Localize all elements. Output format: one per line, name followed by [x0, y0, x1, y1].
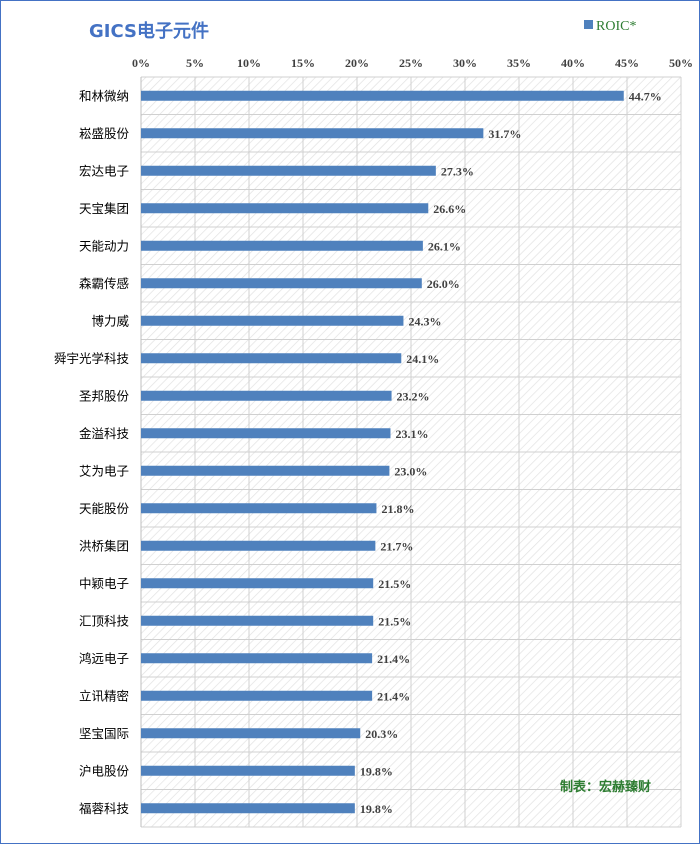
category-label: 博力威 — [91, 313, 129, 328]
data-label: 20.3% — [365, 727, 398, 741]
category-label: 天宝集团 — [79, 201, 129, 216]
bar — [141, 503, 377, 514]
data-label: 26.0% — [427, 277, 460, 291]
credit-annotation: 制表：宏赫臻财 — [560, 779, 651, 795]
x-tick-label: 40% — [561, 56, 585, 70]
data-label: 24.3% — [408, 314, 441, 328]
bar — [141, 615, 374, 626]
category-label: 宏达电子 — [79, 163, 129, 178]
bar — [141, 578, 374, 589]
bar — [141, 465, 390, 476]
data-label: 21.7% — [380, 539, 413, 553]
bar — [141, 690, 373, 701]
category-label: 圣邦股份 — [79, 388, 130, 403]
legend-label: ROIC* — [596, 19, 636, 34]
category-label: 汇顶科技 — [79, 613, 130, 628]
bar — [141, 540, 376, 551]
data-label: 21.5% — [378, 577, 411, 591]
x-tick-label: 45% — [615, 56, 639, 70]
x-tick-label: 20% — [345, 56, 369, 70]
category-label: 坚宝国际 — [79, 726, 129, 741]
category-label: 天能股份 — [79, 501, 130, 516]
category-label: 舜宇光学科技 — [54, 351, 130, 366]
category-label: 鸿远电子 — [79, 651, 129, 666]
chart-title: GICS电子元件 — [89, 20, 209, 42]
bar — [141, 315, 404, 326]
x-tick-label: 5% — [186, 56, 204, 70]
data-label: 26.1% — [428, 239, 461, 253]
x-tick-label: 0% — [132, 56, 150, 70]
data-label: 19.8% — [360, 802, 393, 816]
category-label: 中颖电子 — [79, 576, 129, 591]
bar — [141, 803, 355, 814]
category-label: 沪电股份 — [79, 763, 130, 778]
data-label: 31.7% — [488, 127, 521, 141]
bar — [141, 278, 422, 289]
x-tick-label: 10% — [237, 56, 261, 70]
bar — [141, 428, 391, 439]
data-label: 44.7% — [629, 89, 662, 103]
data-label: 23.1% — [395, 427, 428, 441]
legend: ROIC* — [584, 19, 636, 34]
bar — [141, 165, 436, 176]
x-tick-label: 50% — [669, 56, 693, 70]
bar — [141, 765, 355, 776]
category-label: 崧盛股份 — [79, 126, 130, 141]
grid-lines — [140, 76, 682, 828]
data-label: 23.2% — [397, 389, 430, 403]
x-axis-ticks: 0% 5% 10% 15% 20% 25% 30% 35% 40% 45% 50% — [132, 56, 693, 70]
bars — [141, 90, 624, 814]
bar — [141, 353, 402, 364]
data-labels: 44.7% 31.7% 27.3% 26.6% 26.1% 26.0% 24.3% 24.1%… — [360, 89, 662, 816]
x-tick-label: 25% — [399, 56, 423, 70]
bar — [141, 653, 373, 664]
bar — [141, 90, 624, 101]
bar — [141, 728, 361, 739]
bar — [141, 128, 484, 139]
data-label: 19.8% — [360, 764, 393, 778]
category-label: 森霸传感 — [79, 276, 129, 291]
category-label: 金溢科技 — [79, 426, 130, 441]
bar — [141, 240, 423, 251]
bar — [141, 203, 429, 214]
data-label: 21.8% — [381, 502, 414, 516]
category-label: 艾为电子 — [79, 463, 129, 478]
data-label: 26.6% — [433, 202, 466, 216]
data-label: 24.1% — [406, 352, 439, 366]
data-label: 21.5% — [378, 614, 411, 628]
bar — [141, 390, 392, 401]
data-label: 23.0% — [394, 464, 427, 478]
data-label: 21.4% — [377, 689, 410, 703]
category-label: 立讯精密 — [79, 688, 129, 703]
y-axis-categories: 和林微纳崧盛股份宏达电子天宝集团天能动力森霸传感博力威舜宇光学科技圣邦股份金溢科… — [54, 88, 130, 816]
data-label: 27.3% — [441, 164, 474, 178]
x-tick-label: 15% — [291, 56, 315, 70]
category-label: 福蓉科技 — [79, 801, 130, 816]
data-label: 21.4% — [377, 652, 410, 666]
x-tick-label: 30% — [453, 56, 477, 70]
x-tick-label: 35% — [507, 56, 531, 70]
legend-swatch — [584, 20, 593, 29]
category-label: 和林微纳 — [79, 88, 129, 103]
category-label: 天能动力 — [79, 238, 129, 253]
category-label: 洪桥集团 — [79, 538, 129, 553]
